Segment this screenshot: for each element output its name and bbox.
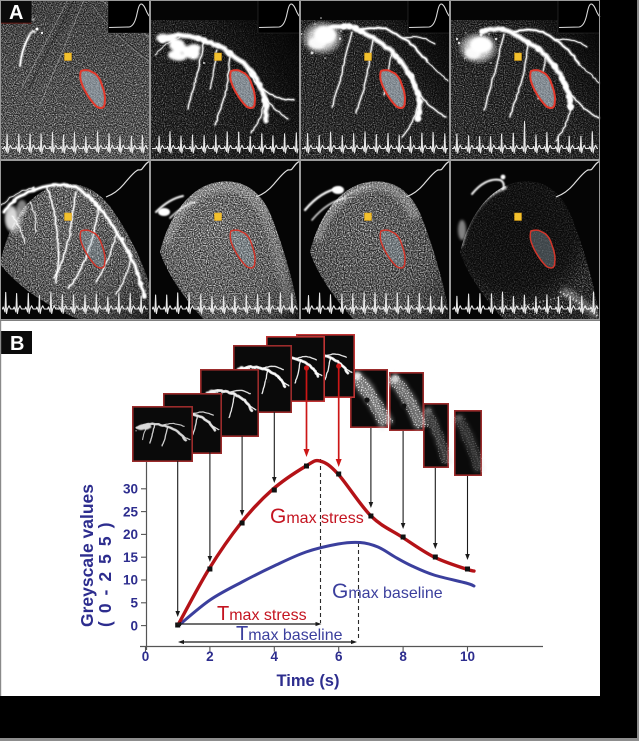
svg-text:0: 0 <box>142 649 150 664</box>
svg-text:Tmax baseline: Tmax baseline <box>236 623 343 645</box>
svg-text:4: 4 <box>271 649 279 664</box>
svg-text:8: 8 <box>399 649 407 664</box>
svg-text:Greyscale values: Greyscale values <box>77 484 97 627</box>
svg-text:A: A <box>9 2 23 24</box>
svg-text:25: 25 <box>123 504 139 519</box>
svg-text:10: 10 <box>123 573 138 588</box>
svg-text:2: 2 <box>206 649 214 664</box>
svg-text:15: 15 <box>123 550 139 565</box>
svg-text:30: 30 <box>123 482 138 497</box>
svg-text:(0-255): (0-255) <box>95 515 115 627</box>
svg-text:5: 5 <box>130 596 138 611</box>
svg-text:Time (s): Time (s) <box>277 672 340 690</box>
svg-text:Gmax baseline: Gmax baseline <box>332 580 443 603</box>
svg-text:10: 10 <box>460 649 475 664</box>
svg-text:Tmax stress: Tmax stress <box>217 603 307 625</box>
svg-text:6: 6 <box>335 649 343 664</box>
svg-text:20: 20 <box>123 527 138 542</box>
svg-text:B: B <box>10 333 24 355</box>
svg-text:0: 0 <box>130 618 138 633</box>
svg-text:Gmax stress: Gmax stress <box>270 505 364 528</box>
